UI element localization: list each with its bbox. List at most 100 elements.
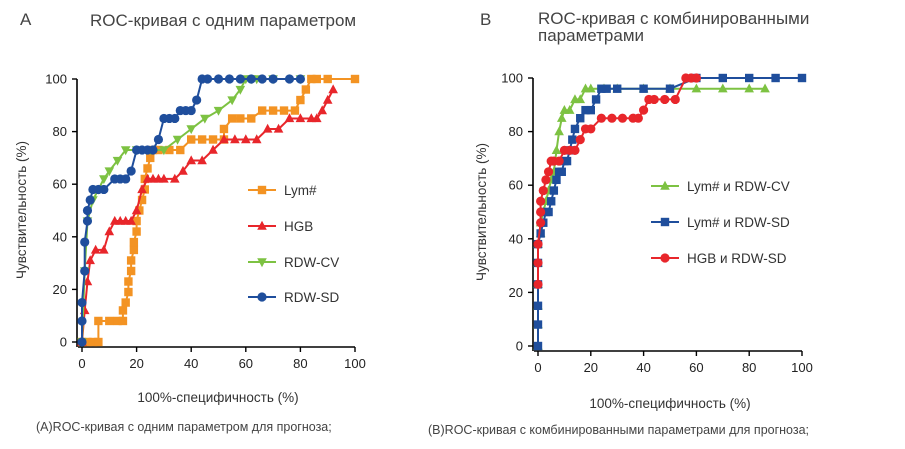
panel-b-legend-marker (660, 253, 670, 263)
panel-b-series-hgb-и-rdw-sd-point (633, 113, 643, 123)
panel-b-series-hgb-и-rdw-sd-point (649, 94, 659, 105)
panel-b-x-tick-label: 100 (791, 360, 813, 375)
panel-a-series-hgb-point (317, 105, 328, 115)
panel-a-series-rdw-sd-point (77, 297, 87, 308)
panel-a-series-lym--point (118, 306, 128, 315)
panel-b-series-lym-и-rdw-sd-point (639, 84, 648, 93)
panel-a-series-hgb-point (126, 215, 136, 225)
panel-a-series-lym--point (121, 298, 130, 307)
panel-a-series-hgb-point (104, 226, 115, 236)
panel-b-series-lym-и-rdw-sd-point (568, 135, 577, 144)
panel-b-series-hgb-и-rdw-sd-point (533, 239, 543, 249)
panel-a-series-rdw-sd-point (99, 184, 109, 195)
panel-a-series-rdw-sd-point (80, 237, 90, 247)
panel-b-x-tick-label: 60 (689, 360, 703, 375)
panel-b-series-hgb-и-rdw-sd-point (586, 124, 596, 134)
panel-a-series-lym--point (137, 195, 147, 205)
panel-b-series-hgb-и-rdw-sd-point (536, 207, 546, 217)
panel-b-x-tick-label: 80 (742, 360, 756, 375)
panel-a-x-tick-label: 80 (293, 356, 307, 371)
panel-a-series-lym--point (126, 256, 136, 265)
panel-a-series-lym--point (290, 106, 300, 115)
panel-b-y-tick-label: 80 (509, 124, 523, 139)
panel-b-series-lym-и-rdw-cv-point (554, 126, 564, 136)
caption-a: (A)ROC-кривая с одним параметром для про… (36, 420, 332, 434)
panel-a-series-hgb-point (328, 84, 338, 94)
panel-a-legend-label: RDW-SD (284, 290, 339, 305)
panel-b-series-lym-и-rdw-sd-point (570, 124, 580, 134)
panel-a-series-lym--point (219, 124, 229, 134)
panel-b-series-lym-и-rdw-sd-point (581, 105, 590, 115)
panel-a-series-lym--point (268, 106, 278, 115)
panel-a-series-hgb-point (197, 155, 207, 165)
panel-a-series-lym--point (126, 266, 136, 276)
panel-b-series-hgb-и-rdw-sd-point (660, 94, 670, 105)
panel-a-series-rdw-sd-point (284, 74, 295, 84)
panel-b-xlabel: 100%-специфичность (%) (589, 396, 750, 411)
panel-b-legend-item: HGB и RDW-SD (651, 251, 787, 266)
panel-a-series-lym--point (118, 316, 128, 326)
panel-a-series-lym--point (236, 114, 245, 123)
panel-a-legend-label: Lym# (284, 183, 317, 198)
panel-b-series-lym-и-rdw-sd-point (718, 73, 727, 83)
panel-a-y-tick-label: 80 (53, 124, 67, 139)
panel-a-y-tick-label: 60 (53, 177, 67, 192)
panel-a-series-lym--point (197, 135, 207, 144)
panel-a-series-hgb-point (284, 113, 295, 123)
panel-a-series-lym--point (296, 95, 305, 105)
panel-b-legend-item: Lym# и RDW-SD (651, 215, 790, 230)
panel-a-series-rdw-cv (77, 75, 306, 348)
panel-b-series-hgb-и-rdw-sd-point (543, 167, 554, 177)
panel-b-series-lym-и-rdw-sd-point (745, 73, 754, 83)
panel-b-series-hgb-и-rdw-sd-point (670, 94, 680, 105)
panel-b-series-hgb-и-rdw-sd-point (533, 279, 543, 289)
panel-a-x-tick-label: 100 (344, 356, 366, 371)
panel-b-y-tick-label: 100 (501, 71, 523, 86)
panel-b-series-lym-и-rdw-sd-point (533, 301, 543, 310)
panel-a-letter: A (20, 10, 32, 29)
panel-a-series-lym--point (132, 227, 141, 236)
panel-a-series-lym--point (176, 145, 185, 155)
panel-a-series-lym--point (279, 106, 289, 115)
panel-a-series-lym--point (105, 316, 114, 326)
panel-b-series-lym-и-rdw-sd-point (557, 167, 566, 176)
panel-a-x-tick-label: 20 (129, 356, 143, 371)
panel-a-legend-item: Lym# (248, 183, 317, 198)
panel-a-series-lym--point (124, 287, 133, 297)
panel-a-y-tick-label: 40 (53, 229, 67, 244)
panel-b-x-tick-label: 40 (636, 360, 650, 375)
panel-b-series-lym-и-rdw-cv-point (760, 83, 770, 93)
panel-a-series-lym--point (129, 237, 139, 247)
panel-a-series-lym--point (146, 153, 155, 163)
panel-a-series-rdw-sd-point (85, 195, 95, 205)
panel-a-series-hgb (77, 84, 338, 346)
panel-a-legend-item: RDW-CV (248, 255, 339, 270)
panel-a-series-rdw-sd-point (82, 216, 93, 226)
panel-a-series-hgb-point (230, 134, 240, 144)
panel-a-legend-marker (257, 185, 267, 195)
panel-a-series-rdw-sd-point (235, 74, 245, 84)
panel-b-series-lym-и-rdw-sd-point (591, 95, 601, 104)
panel-b-series-hgb-и-rdw-sd (533, 73, 702, 289)
panel-b-series-lym-и-rdw-sd (533, 73, 807, 351)
panel-b-title-line2: параметрами (538, 26, 644, 45)
panel-b-series-lym-и-rdw-sd-point (544, 207, 553, 217)
panel-b-y-tick-label: 20 (509, 285, 523, 300)
panel-b-legend-label: Lym# и RDW-CV (687, 179, 790, 194)
panel-a-series-rdw-cv-point (186, 125, 196, 135)
panel-b-series-hgb-и-rdw-sd-point (554, 156, 564, 166)
panel-a-series-lym--line (82, 78, 355, 343)
panel-a-series-lym--point (132, 216, 141, 226)
panel-a-y-tick-label: 100 (45, 72, 67, 87)
panel-a-series-rdw-sd-point (121, 174, 131, 184)
panel-a-series-rdw-cv-point (120, 146, 131, 156)
panel-a-series-lym--point (227, 114, 237, 123)
panel-a-series-rdw-cv-line (81, 78, 301, 343)
panel-a-series-lym--point (113, 316, 122, 326)
panel-b-series-hgb-и-rdw-sd-line (537, 77, 697, 285)
panel-a-series-hgb-point (159, 173, 169, 183)
panel-a-series-lym--point (124, 277, 133, 286)
panel-b-series-lym-и-rdw-sd-point (613, 84, 622, 93)
panel-a-series-rdw-sd-point (82, 205, 93, 216)
panel-a-series-hgb-point (170, 173, 180, 183)
